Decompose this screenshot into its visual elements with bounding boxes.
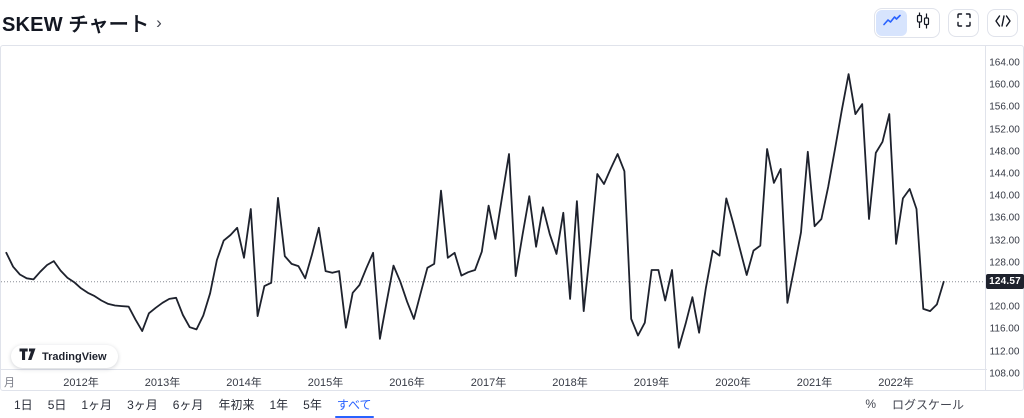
- header-actions: [874, 7, 1018, 38]
- page-title: SKEW チャート: [2, 14, 150, 36]
- time-scale[interactable]: 月 2012年 2013年 2014年 2015年 2016年 2017年 2018年 2019…: [1, 369, 987, 390]
- range-button-5年[interactable]: 5年: [303, 397, 322, 412]
- log-scale-button[interactable]: ログスケール: [891, 397, 964, 412]
- x-axis-tick-label: 2014年: [226, 377, 262, 389]
- y-axis-tick-label: 120.00: [989, 301, 1020, 313]
- y-axis-tick-label: 112.00: [989, 346, 1020, 358]
- range-button-3ヶ月[interactable]: 3ヶ月: [127, 397, 158, 412]
- y-axis-tick-label: 156.00: [989, 101, 1020, 113]
- bottom-toolbar: 1日 5日 1ヶ月 3ヶ月 6ヶ月 年初来 1年 5年 すべて % ログスケール: [0, 391, 1024, 418]
- x-axis-tick-label: 2015年: [307, 377, 344, 389]
- line-chart-icon: [882, 14, 901, 32]
- brand-name: TradingView: [42, 350, 107, 363]
- y-axis-tick-label: 108.00: [989, 368, 1020, 380]
- x-axis-tick-label: 2020年: [715, 377, 751, 389]
- y-axis-tick-label: 132.00: [989, 235, 1020, 247]
- tradingview-logo-icon: [19, 348, 36, 366]
- range-button-すべて[interactable]: すべて: [334, 395, 374, 418]
- y-axis-tick-label: 140.00: [989, 190, 1020, 202]
- y-axis-tick-label: 136.00: [989, 212, 1020, 224]
- x-axis-tick-label: 2012年: [63, 377, 99, 389]
- chart-card: 124.57 164.00 160.00 156.00 152.00 148.00 144…: [0, 45, 1024, 391]
- chart-type-toggle: [874, 7, 940, 38]
- embed-code-icon: [994, 14, 1011, 32]
- date-range-buttons: 1日 5日 1ヶ月 3ヶ月 6ヶ月 年初来 1年 5年 すべて: [12, 395, 374, 418]
- range-button-1日[interactable]: 1日: [14, 397, 33, 412]
- skew-line: [5, 73, 945, 349]
- x-axis-tick-label: 2018年: [552, 377, 588, 389]
- range-button-1年[interactable]: 1年: [269, 397, 289, 412]
- range-button-5日[interactable]: 5日: [47, 397, 67, 412]
- scale-controls: % ログスケール: [865, 396, 964, 413]
- y-axis-tick-label: 148.00: [989, 146, 1020, 158]
- x-axis-tick-label: 月: [4, 377, 15, 389]
- percent-scale-button[interactable]: %: [865, 397, 876, 411]
- x-axis-tick-label: 2016年: [389, 377, 425, 389]
- y-axis-tick-label: 128.00: [989, 257, 1020, 269]
- chart-plot-area[interactable]: [1, 46, 986, 371]
- tradingview-link[interactable]: TradingView: [11, 345, 118, 368]
- line-chart-button[interactable]: [876, 9, 907, 36]
- candlestick-icon: [915, 12, 931, 34]
- symbol-link[interactable]: SKEW チャート ›: [2, 8, 162, 37]
- x-axis-tick-label: 2013年: [144, 377, 181, 389]
- embed-code-button[interactable]: [987, 8, 1018, 37]
- y-axis-tick-label: 116.00: [989, 323, 1020, 335]
- widget-header: SKEW チャート ›: [0, 0, 1024, 45]
- range-button-6ヶ月[interactable]: 6ヶ月: [172, 397, 204, 412]
- candlestick-chart-button[interactable]: [907, 10, 938, 36]
- y-axis-tick-label: 164.00: [989, 57, 1020, 69]
- fullscreen-button[interactable]: [948, 8, 979, 37]
- x-axis-tick-label: 2019年: [633, 377, 670, 389]
- x-axis-tick-label: 2021年: [796, 377, 833, 389]
- current-price-badge: 124.57: [986, 274, 1024, 290]
- x-axis-tick-label: 2017年: [470, 377, 507, 389]
- range-button-1ヶ月[interactable]: 1ヶ月: [81, 397, 113, 412]
- chevron-right-icon: ›: [156, 13, 162, 32]
- price-scale[interactable]: 124.57 164.00 160.00 156.00 152.00 148.00 144…: [985, 46, 1024, 390]
- y-axis-tick-label: 152.00: [989, 124, 1020, 136]
- fullscreen-icon: [956, 13, 971, 32]
- range-button-年初来[interactable]: 年初来: [218, 397, 255, 412]
- y-axis-tick-label: 144.00: [989, 168, 1020, 180]
- x-axis-tick-label: 2022年: [878, 377, 914, 389]
- y-axis-tick-label: 160.00: [989, 79, 1020, 91]
